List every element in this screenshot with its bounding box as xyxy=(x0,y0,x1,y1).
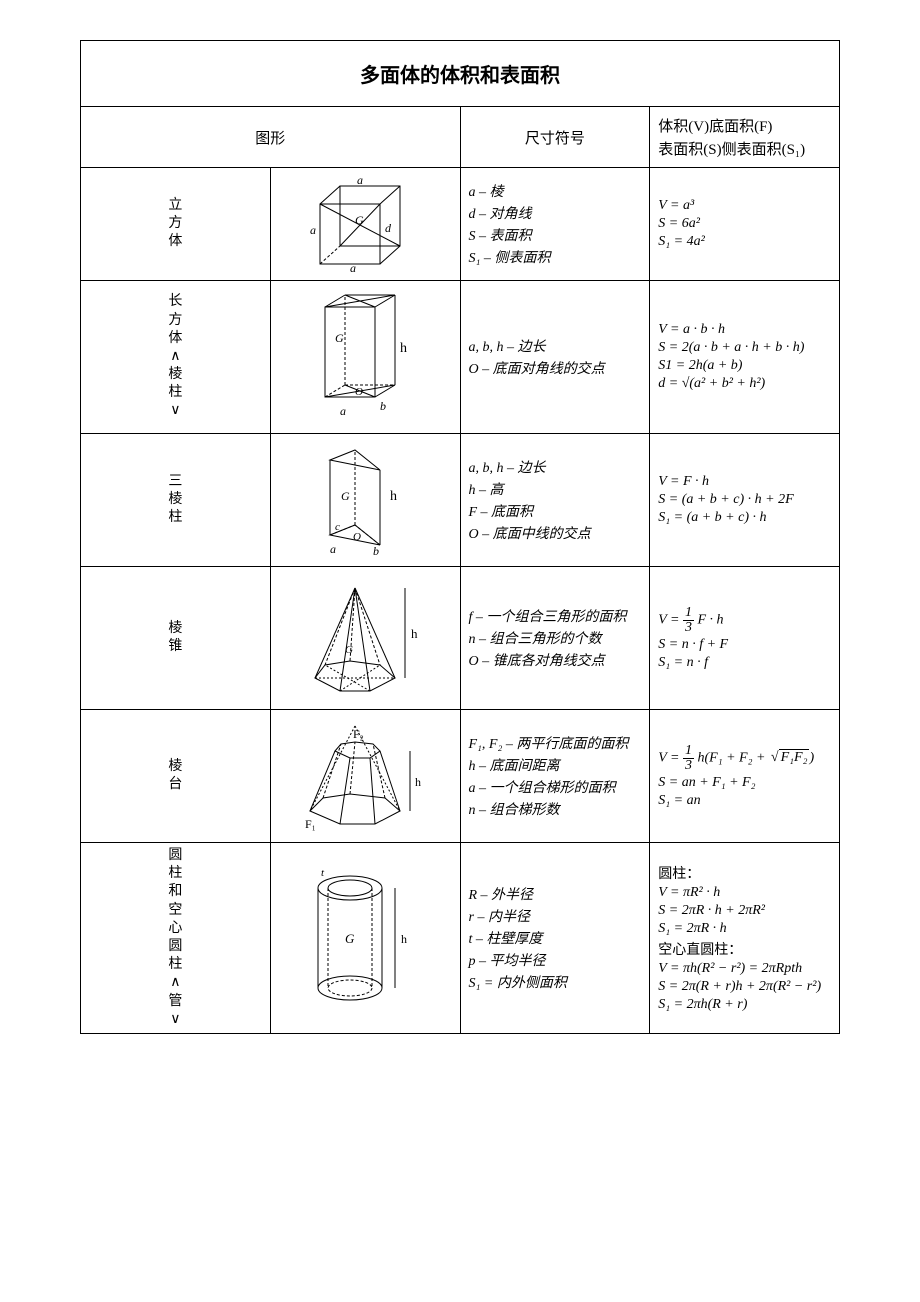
table-row: 棱 锥 G h xyxy=(81,567,840,710)
formulas-prism3: V = F · h S = (a + b + c) · h + 2F S₁ = … xyxy=(650,434,840,567)
row-name-cuboid: 长 方 体 ∧ 棱 柱 ∨ xyxy=(81,281,271,434)
svg-text:F₁: F₁ xyxy=(305,817,316,831)
svg-text:b: b xyxy=(380,399,386,413)
formulas-cube: V = a³ S = 6a² S₁ = 4a² xyxy=(650,168,840,281)
svg-text:a: a xyxy=(310,223,316,237)
table-row: 圆 柱 和 空 心 圆 柱 ∧ 管 ∨ xyxy=(81,843,840,1034)
svg-text:G: G xyxy=(335,331,344,345)
symbols-pyramid: f – 一个组合三角形的面积 n – 组合三角形的个数 O – 锥底各对角线交点 xyxy=(460,567,650,710)
header-symbols: 尺寸符号 xyxy=(460,107,650,168)
svg-text:a: a xyxy=(357,174,363,187)
symbols-cube: a – 棱 d – 对角线 S – 表面积 S₁ – 侧表面积 xyxy=(460,168,650,281)
svg-text:a: a xyxy=(350,261,356,274)
symbols-prism3: a, b, h – 边长 h – 高 F – 底面积 O – 底面中线的交点 xyxy=(460,434,650,567)
svg-text:F₂: F₂ xyxy=(353,727,364,741)
svg-text:c: c xyxy=(335,521,340,533)
svg-text:h: h xyxy=(411,626,418,641)
formulas-cuboid: V = a · b · h S = 2(a · b + a · h + b · … xyxy=(650,281,840,434)
figure-frustum: F₂ F₁ h xyxy=(270,710,460,843)
header-formulas: 体积(V)底面积(F) 表面积(S)侧表面积(S₁) xyxy=(650,107,840,168)
formulas-frustum: V = 13 h(F₁ + F₂ + F₁F₂) S = an + F₁ + F… xyxy=(650,710,840,843)
svg-text:h: h xyxy=(415,775,421,789)
symbols-frustum: F₁, F₂ – 两平行底面的面积 h – 底面间距离 a – 一个组合梯形的面… xyxy=(460,710,650,843)
svg-text:b: b xyxy=(373,544,379,558)
svg-text:a: a xyxy=(330,542,336,556)
figure-prism3: G h a b c O xyxy=(270,434,460,567)
svg-text:h: h xyxy=(390,489,397,504)
figure-pyramid: G h xyxy=(270,567,460,710)
svg-text:G: G xyxy=(355,213,364,227)
svg-text:O: O xyxy=(353,531,361,543)
row-name-cylinder: 圆 柱 和 空 心 圆 柱 ∧ 管 ∨ xyxy=(81,843,271,1034)
figure-cuboid: G h a b O xyxy=(270,281,460,434)
table-row: 棱 台 F₂ F₁ xyxy=(81,710,840,843)
figure-cylinder: G t h xyxy=(270,843,460,1034)
svg-text:h: h xyxy=(401,932,407,946)
formula-table: 多面体的体积和表面积 图形 尺寸符号 体积(V)底面积(F) 表面积(S)侧表面… xyxy=(80,40,840,1034)
table-row: 长 方 体 ∧ 棱 柱 ∨ xyxy=(81,281,840,434)
svg-text:O: O xyxy=(355,386,363,398)
page-title: 多面体的体积和表面积 xyxy=(81,41,840,107)
svg-text:h: h xyxy=(400,341,407,356)
svg-text:G: G xyxy=(345,644,353,656)
table-row: 三 棱 柱 G h a b c O xyxy=(81,434,840,567)
figure-cube: G d a a a xyxy=(270,168,460,281)
row-name-cube: 立 方 体 xyxy=(81,168,271,281)
svg-text:a: a xyxy=(340,404,346,418)
svg-text:d: d xyxy=(385,221,392,235)
symbols-cuboid: a, b, h – 边长 O – 底面对角线的交点 xyxy=(460,281,650,434)
svg-text:G: G xyxy=(341,489,350,503)
row-name-frustum: 棱 台 xyxy=(81,710,271,843)
symbols-cylinder: R – 外半径 r – 内半径 t – 柱壁厚度 p – 平均半径 S₁ = 内… xyxy=(460,843,650,1034)
row-name-prism3: 三 棱 柱 xyxy=(81,434,271,567)
row-name-pyramid: 棱 锥 xyxy=(81,567,271,710)
formulas-pyramid: V = 13 F · h S = n · f + F S₁ = n · f xyxy=(650,567,840,710)
formulas-cylinder: 圆柱： V = πR² · h S = 2πR · h + 2πR² S₁ = … xyxy=(650,843,840,1034)
header-figure: 图形 xyxy=(81,107,461,168)
svg-text:t: t xyxy=(321,867,325,879)
svg-text:G: G xyxy=(345,931,355,946)
table-row: 立 方 体 G d a xyxy=(81,168,840,281)
